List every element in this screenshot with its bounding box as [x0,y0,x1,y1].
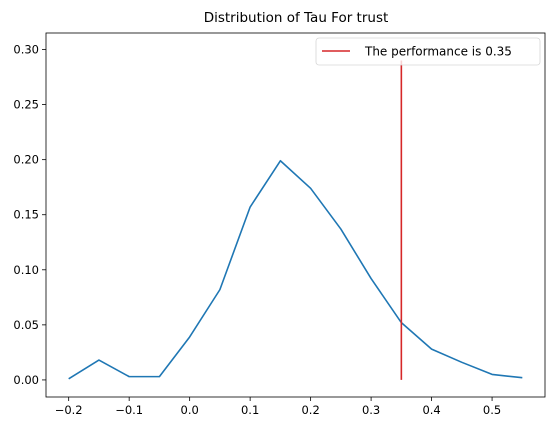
y-tick-label: 0.10 [13,263,39,277]
legend-box [315,37,541,66]
y-tick-label: 0.25 [13,98,39,112]
x-tick-label: 0.4 [422,403,440,417]
y-tick-label: 0.30 [13,43,39,57]
x-tick-label: 0.5 [483,403,501,417]
y-tick-label: 0.00 [13,373,39,387]
y-axis: 0.00 0.05 0.10 0.15 0.20 0.25 0.30 [13,43,46,387]
x-tick-label: −0.1 [115,403,143,417]
plot-area [45,32,546,398]
chart-title: Distribution of Tau For trust [204,10,389,26]
legend: The performance is 0.35 [315,37,541,66]
y-tick-label: 0.15 [13,208,39,222]
y-tick-label: 0.20 [13,153,39,167]
x-tick-label: 0.3 [362,403,380,417]
series-layer [68,60,523,380]
legend-label: The performance is 0.35 [364,45,512,59]
x-tick-label: −0.2 [55,403,83,417]
x-tick-label: 0.2 [301,403,319,417]
x-tick-label: 0.1 [241,403,259,417]
x-tick-label: 0.0 [181,403,199,417]
distribution-line [68,159,523,380]
y-tick-label: 0.05 [13,318,39,332]
x-axis: −0.2 −0.1 0.0 0.1 0.2 0.3 0.4 0.5 [55,397,501,417]
